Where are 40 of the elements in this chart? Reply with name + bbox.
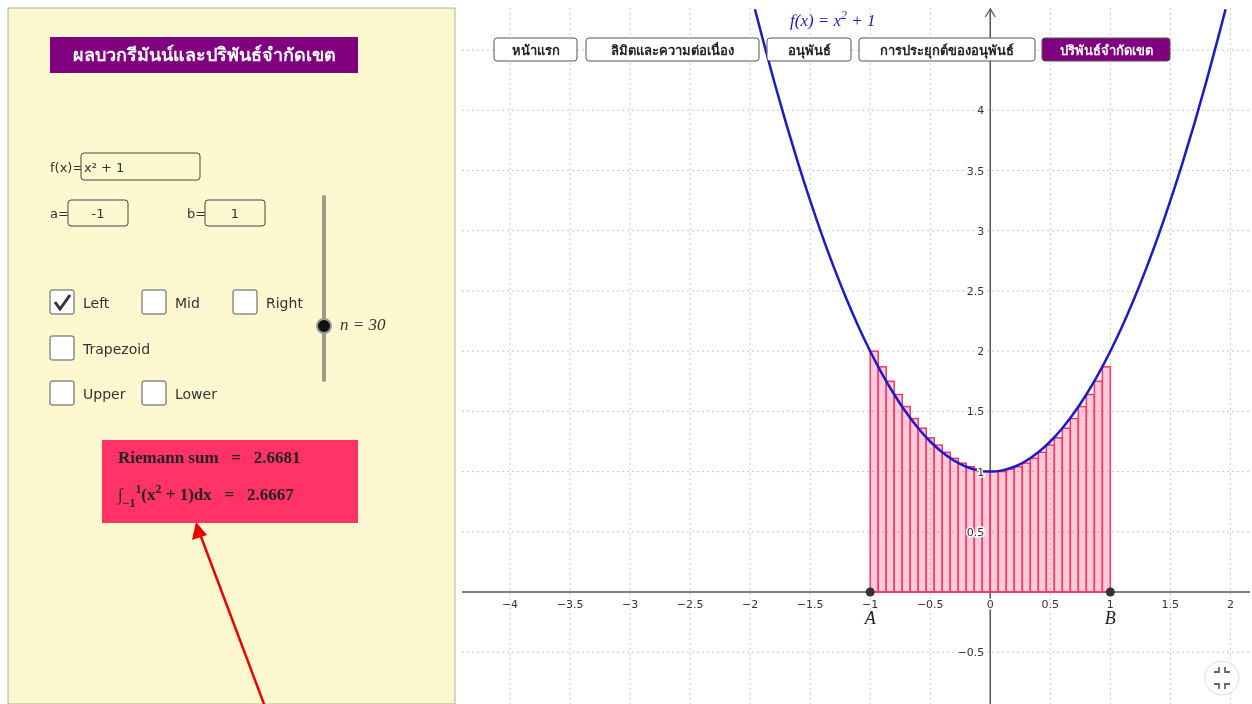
text: Trapezoid xyxy=(82,341,151,357)
text: Mid xyxy=(175,295,200,311)
annotation: ปริพันธ์จำกัดเขต xyxy=(1059,43,1153,58)
x-tick-label: 2 xyxy=(1226,598,1234,612)
x-tick-label: −2 xyxy=(742,598,759,612)
y-tick-label: −0.5 xyxy=(957,646,985,660)
y-tick-label: 1.5 xyxy=(966,405,985,419)
x-tick-label: −3 xyxy=(621,598,639,612)
annotation: หน้าแรก xyxy=(511,43,560,58)
text: Lower xyxy=(175,386,218,402)
text: Upper xyxy=(83,386,126,402)
text: x² + 1 xyxy=(84,160,125,175)
x-tick-label: −2.5 xyxy=(676,598,704,612)
x-tick-label: 1.5 xyxy=(1161,598,1180,612)
x-tick-label: −3.5 xyxy=(556,598,584,612)
x-tick-label: −0.5 xyxy=(916,598,944,612)
text: ผลบวกรีมันน์และปริพันธ์จำกัดเขต xyxy=(72,44,336,65)
text: a= xyxy=(50,206,69,221)
y-tick-label: 2 xyxy=(977,345,985,359)
annotation: ลิมิตและความต่อเนื่อง xyxy=(611,41,734,58)
text: -1 xyxy=(91,206,105,221)
annotation: การประยุกต์ของอนุพันธ์ xyxy=(880,43,1014,59)
y-tick-label: 3 xyxy=(977,224,985,238)
y-tick-label: 1 xyxy=(977,465,985,479)
y-tick-label: 3.5 xyxy=(966,164,985,178)
y-tick-label: 2.5 xyxy=(966,284,985,298)
text: Right xyxy=(266,295,304,311)
text: f(x)= xyxy=(50,160,84,175)
x-tick-label: −4 xyxy=(501,598,519,612)
y-tick-label: 4 xyxy=(977,104,985,118)
series-label: f(x) = x$^{2}$ + 1 xyxy=(790,8,876,30)
annotation: อนุพันธ์ xyxy=(787,43,831,59)
text: Left xyxy=(83,295,110,311)
text: n = 30 xyxy=(340,315,386,334)
x-tick-label: −1.5 xyxy=(796,598,824,612)
x-tick-label: 0.5 xyxy=(1041,598,1060,612)
text: Riemann sum = 2.6681 xyxy=(118,448,301,467)
text: ∫$_{−1}$$^{1}$(x$^{2}$ + 1)dx = 2.6667 xyxy=(117,482,295,510)
text: 1 xyxy=(230,206,240,221)
text: b= xyxy=(187,206,207,221)
